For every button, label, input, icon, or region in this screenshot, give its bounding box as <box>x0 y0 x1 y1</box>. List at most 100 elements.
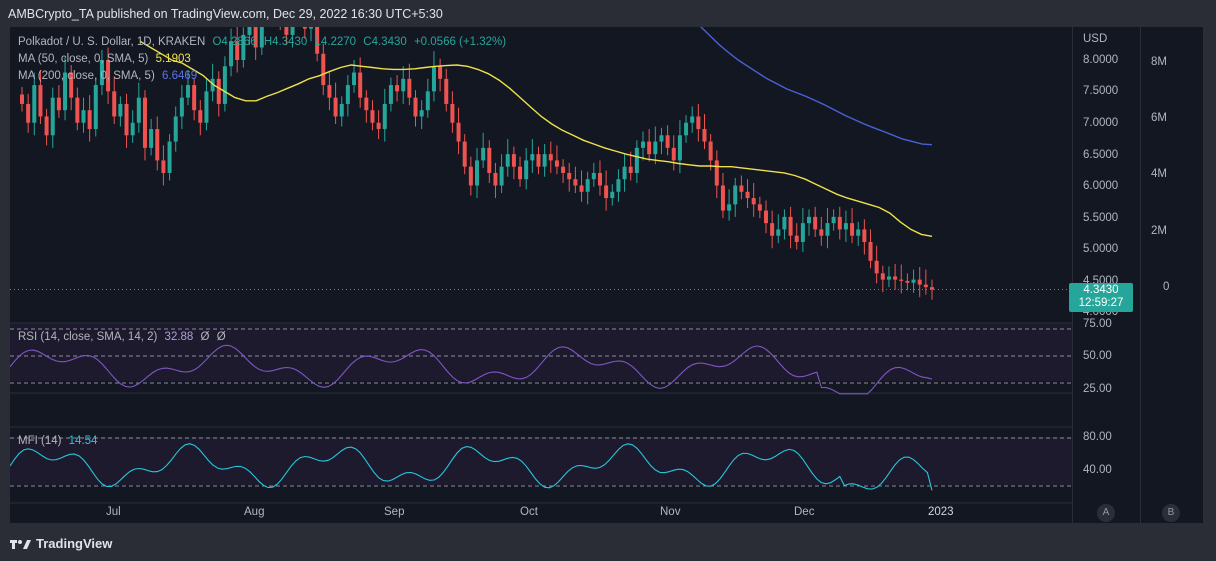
candle-body <box>524 160 529 180</box>
rsi-line <box>10 344 933 395</box>
currency-label: USD <box>1083 33 1108 45</box>
candle-body <box>665 135 670 148</box>
rsi-label: RSI (14, close, SMA, 14, 2) <box>18 331 158 343</box>
candle-body <box>813 216 818 230</box>
candle-body <box>745 191 750 199</box>
candle-body <box>259 27 264 48</box>
volume-tick: 4M <box>1151 168 1167 180</box>
mfi-tick: 80.00 <box>1083 431 1112 443</box>
price-tick: 6.0000 <box>1083 180 1119 192</box>
candle-body <box>800 223 805 242</box>
mfi-label: MFI (14) <box>18 435 62 447</box>
candle-body <box>63 72 68 111</box>
candle-body <box>56 97 61 111</box>
candle-body <box>536 154 541 167</box>
candle-body <box>395 85 400 92</box>
candle-body <box>302 27 307 29</box>
candle-body <box>610 191 615 199</box>
open-value: O4.2866 <box>212 36 257 48</box>
candle-body <box>837 216 842 230</box>
candle-body <box>641 141 646 148</box>
candle-body <box>862 229 867 242</box>
candle-body <box>487 147 492 173</box>
candle-body <box>628 166 633 173</box>
candle-body <box>714 160 719 186</box>
rsi-extra-1: Ø <box>200 331 210 343</box>
ma50-legend[interactable]: MA (50, close, 0, SMA, 5) 5.1903 <box>18 53 195 65</box>
rsi-extra-2: Ø <box>216 331 226 343</box>
candle-body <box>155 129 160 161</box>
chart-area[interactable]: Polkadot / U. S. Dollar, 1D, KRAKEN O4.2… <box>10 27 1072 523</box>
candle-body <box>554 160 559 167</box>
candle-body <box>149 129 154 148</box>
candle-body <box>204 91 209 123</box>
candle-body <box>530 154 535 161</box>
candle-body <box>308 27 313 29</box>
volume-tick: 0 <box>1163 281 1170 293</box>
candle-body <box>708 141 713 161</box>
ma200-line <box>699 27 933 146</box>
candle-body <box>561 166 566 173</box>
candle-body <box>198 110 203 123</box>
candle-body <box>450 103 455 123</box>
candle-body <box>917 279 922 285</box>
mfi-line <box>10 443 933 491</box>
candle-body <box>192 85 197 111</box>
candle-body <box>905 280 910 283</box>
candle-body <box>106 60 111 92</box>
candle-body <box>597 172 602 186</box>
candle-body <box>720 185 725 211</box>
candle-body <box>653 141 658 155</box>
candle-body <box>505 154 510 167</box>
candle-body <box>696 116 701 130</box>
rsi-tick: 75.00 <box>1083 318 1112 330</box>
candle-body <box>370 110 375 123</box>
time-label-nov: Nov <box>660 506 681 518</box>
footer-brand[interactable]: TradingView <box>10 536 112 551</box>
candle-body <box>93 85 98 130</box>
candle-body <box>880 273 885 280</box>
high-value: H4.3430 <box>263 36 308 48</box>
candle-body <box>345 85 350 104</box>
candle-body <box>899 279 904 281</box>
price-axis[interactable]: USD 8.0000 7.5000 7.0000 6.5000 6.0000 5… <box>1072 27 1141 523</box>
candle-body <box>659 135 664 142</box>
candle-body <box>50 97 55 136</box>
candle-body <box>923 284 928 288</box>
candle-body <box>388 85 393 104</box>
candle-body <box>671 147 676 161</box>
auto-scale-button[interactable]: A <box>1097 504 1115 522</box>
footer-brand-label: TradingView <box>36 536 113 551</box>
candle-body <box>518 166 523 180</box>
candle-body <box>124 103 129 136</box>
ma50-line <box>139 40 933 237</box>
log-scale-button[interactable]: B <box>1162 504 1180 522</box>
candle-body <box>647 141 652 155</box>
candle-body <box>229 41 234 67</box>
candle-body <box>382 103 387 130</box>
volume-axis[interactable]: 8M 6M 4M 2M 0 <box>1140 27 1203 523</box>
mfi-legend[interactable]: MFI (14) 14.54 <box>18 435 101 447</box>
candle-body <box>763 210 768 224</box>
candle-body <box>930 287 934 290</box>
candle-body <box>142 97 147 148</box>
candle-body <box>44 116 49 136</box>
price-tick: 8.0000 <box>1083 54 1119 66</box>
ma200-value: 6.6469 <box>161 70 198 82</box>
candle-body <box>690 116 695 123</box>
chart-canvas[interactable] <box>10 27 1072 523</box>
candle-body <box>186 85 191 98</box>
mfi-tick: 40.00 <box>1083 464 1112 476</box>
time-label-oct: Oct <box>520 506 538 518</box>
candle-body <box>579 185 584 192</box>
tradingview-logo-icon <box>10 539 31 549</box>
candle-body <box>167 141 172 173</box>
ma200-legend[interactable]: MA (200, close, 0, SMA, 5) 6.6469 <box>18 70 201 82</box>
candle-body <box>585 179 590 192</box>
mfi-value: 14.54 <box>68 435 98 447</box>
low-value: L4.2270 <box>314 36 357 48</box>
candle-body <box>241 34 246 60</box>
rsi-legend[interactable]: RSI (14, close, SMA, 14, 2) 32.88 Ø Ø <box>18 331 230 343</box>
candle-body <box>825 223 830 236</box>
time-label-jul: Jul <box>106 506 121 518</box>
